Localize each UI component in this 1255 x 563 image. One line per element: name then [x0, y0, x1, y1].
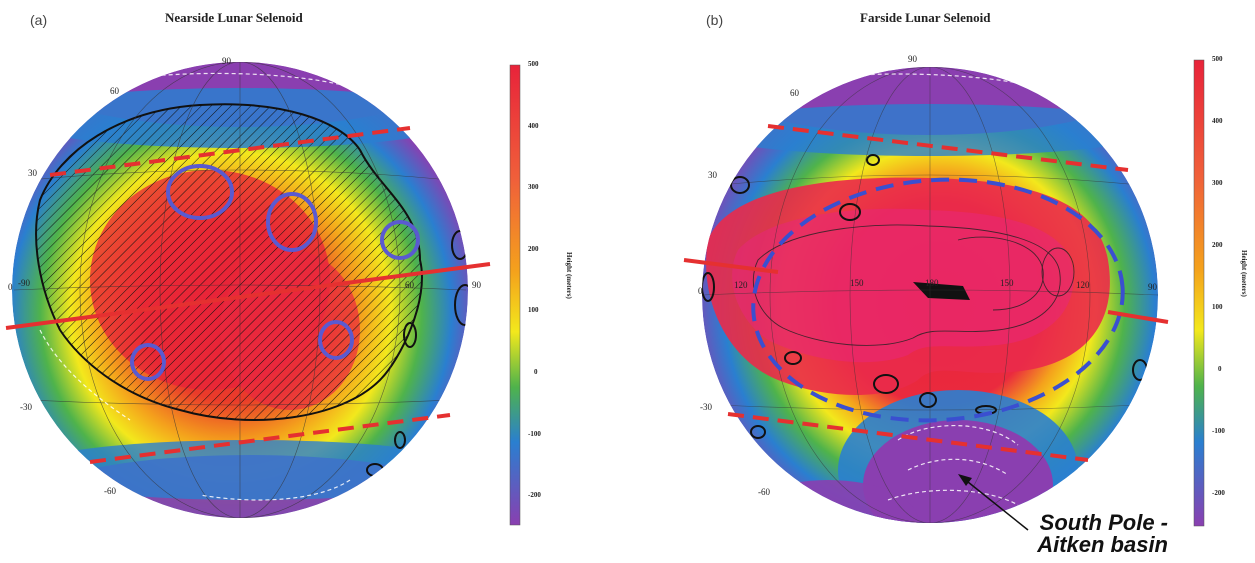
lat-label-30: 30 [708, 170, 718, 180]
lon-label-150: 150 [850, 278, 864, 288]
lat-label-60: 60 [790, 88, 800, 98]
panel-nearside: (a) Nearside Lunar Selenoid [0, 0, 620, 563]
colorbar-tick: -100 [1212, 427, 1225, 435]
colorbar-label: Height (meters) [565, 252, 573, 299]
lon-label-90: 90 [1148, 282, 1158, 292]
colorbar-tick: -200 [1212, 489, 1225, 497]
annotation-line-2: Aitken basin [1037, 532, 1168, 557]
colorbar-tick: 500 [528, 60, 539, 68]
colorbar [1193, 59, 1205, 527]
lon-label-90: 90 [472, 280, 482, 290]
lon-label-minus90: -90 [18, 278, 30, 288]
colorbar-tick: 200 [528, 245, 539, 253]
panel-title: Farside Lunar Selenoid [860, 10, 991, 25]
lat-label-0: 0 [8, 282, 13, 292]
panel-letter: (b) [706, 12, 724, 28]
lat-label-90: 90 [222, 56, 232, 66]
colorbar [509, 64, 521, 526]
annotation-arrow [962, 477, 1029, 531]
panel-letter: (a) [30, 12, 48, 28]
colorbar-tick: 500 [1212, 55, 1223, 63]
colorbar-tick: 100 [528, 306, 539, 314]
colorbar-tick: -200 [528, 491, 541, 499]
lat-label-minus30: -30 [20, 402, 32, 412]
lon-label-120-east: 120 [1076, 280, 1090, 290]
colorbar-tick: 400 [1212, 117, 1223, 125]
colorbar-tick: 300 [1212, 179, 1223, 187]
colorbar-tick: 0 [1218, 365, 1222, 373]
panel-farside: (b) Farside Lunar Selenoid [628, 0, 1255, 563]
colorbar-tick: 400 [528, 122, 539, 130]
lat-label-minus60: -60 [104, 486, 116, 496]
colorbar-label: Height (meters) [1240, 250, 1248, 297]
lat-label-0: 0 [698, 286, 703, 296]
colorbar-tick: 0 [534, 368, 538, 376]
annotation-south-pole-aitken: South Pole - Aitken basin [998, 512, 1168, 556]
lon-label-150-east: 150 [1000, 278, 1014, 288]
colorbar-tick: 100 [1212, 303, 1223, 311]
lon-label-60: 60 [405, 280, 415, 290]
farside-map: 90 60 30 0 -30 -60 120 150 180 150 120 9… [683, 54, 1205, 531]
lat-label-60: 60 [110, 86, 120, 96]
colorbar-tick: 200 [1212, 241, 1223, 249]
nearside-map: 90 60 30 0 -30 -60 -90 90 60 [5, 56, 521, 526]
lon-label-180: 180 [925, 278, 939, 288]
lat-label-30: 30 [28, 168, 38, 178]
annotation-line-1: South Pole - [1039, 510, 1168, 535]
lat-label-minus60: -60 [758, 487, 770, 497]
colorbar-tick: 300 [528, 183, 539, 191]
colorbar-tick: -100 [528, 430, 541, 438]
lon-label-120: 120 [734, 280, 748, 290]
lat-label-minus30: -30 [700, 402, 712, 412]
panel-title: Nearside Lunar Selenoid [165, 10, 303, 25]
lat-label-90: 90 [908, 54, 918, 64]
